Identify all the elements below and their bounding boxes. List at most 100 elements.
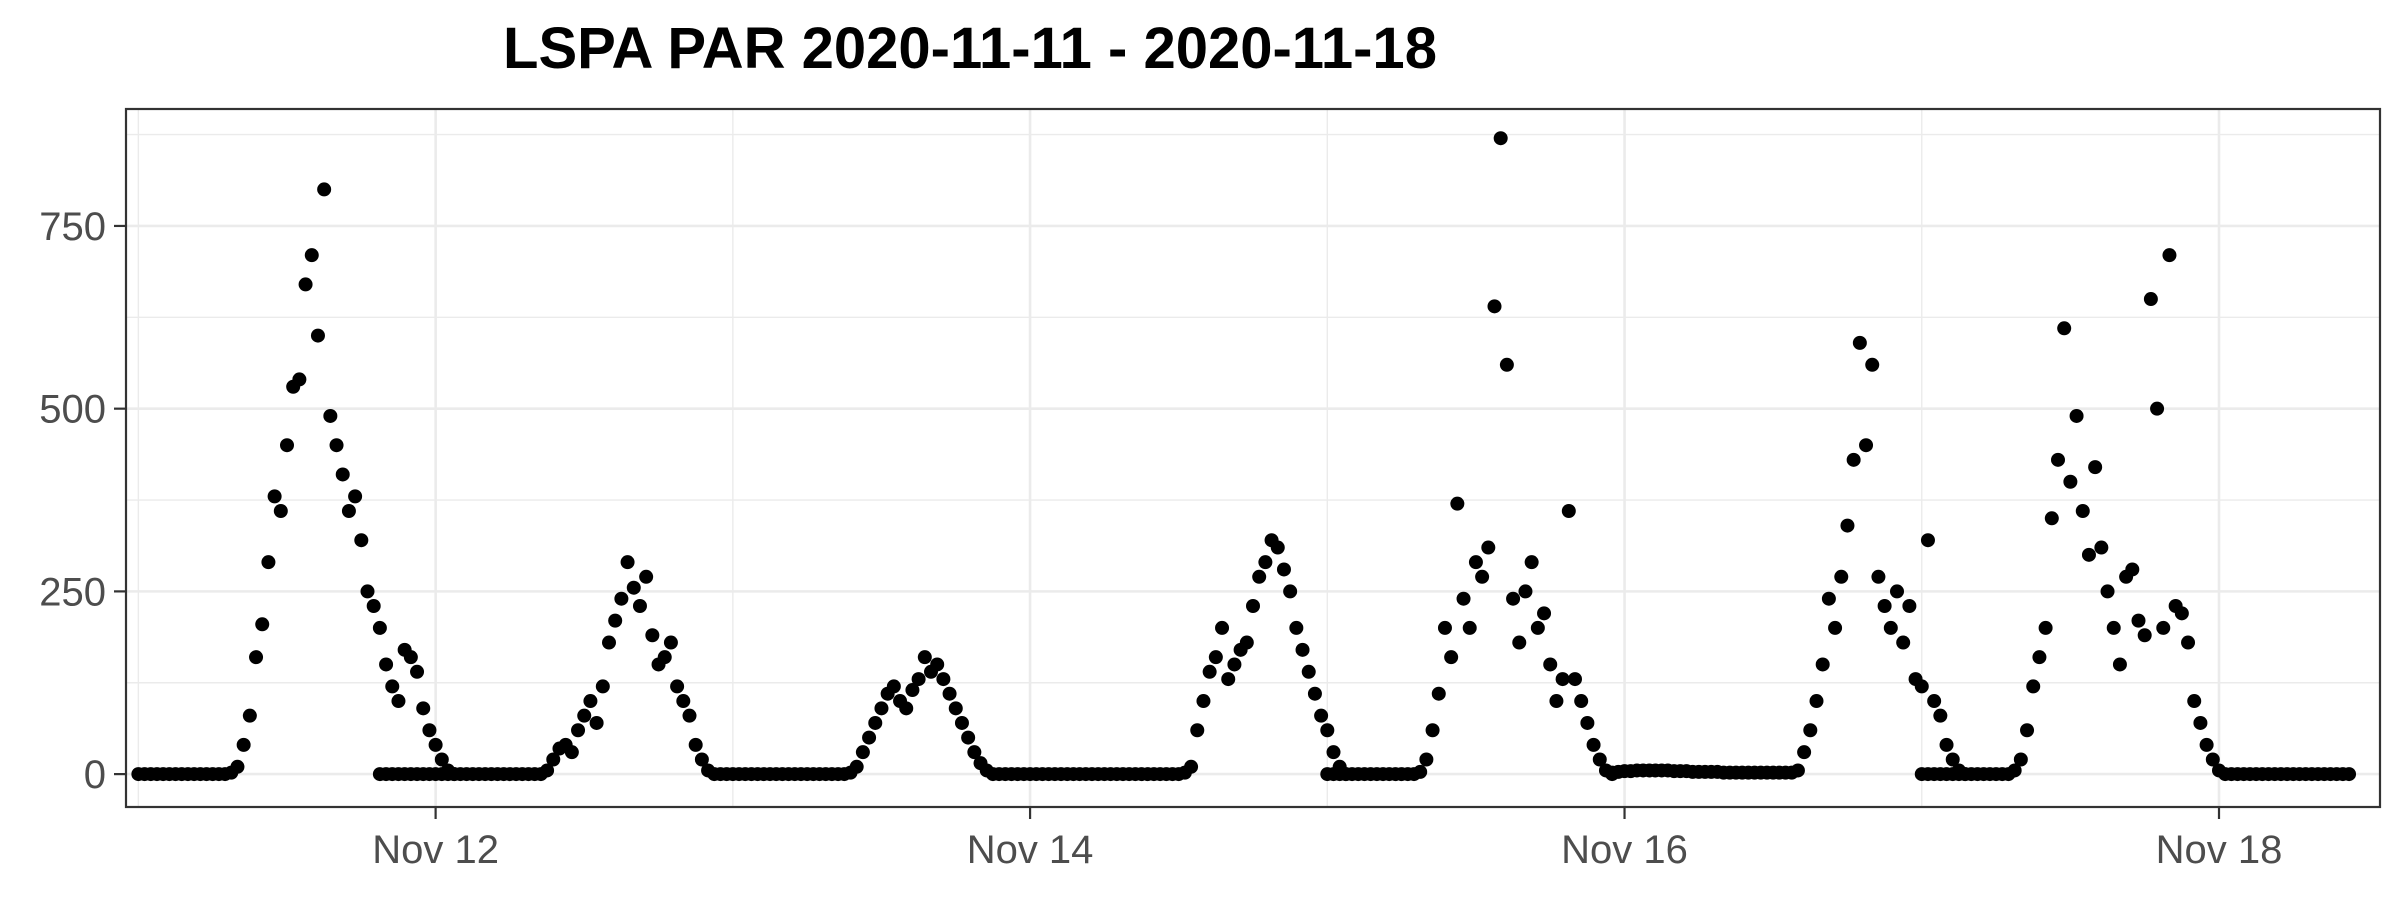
data-point — [1456, 591, 1471, 606]
data-point — [1320, 723, 1335, 738]
data-point — [1871, 569, 1886, 584]
data-point — [1574, 694, 1589, 709]
data-point — [1859, 438, 1874, 453]
data-point — [663, 635, 678, 650]
data-point — [1840, 518, 1855, 533]
data-point — [2075, 503, 2090, 518]
data-point — [1499, 357, 1514, 372]
data-point — [1462, 620, 1477, 635]
data-point — [1592, 752, 1607, 767]
data-point — [2026, 679, 2041, 694]
data-point — [317, 182, 332, 197]
data-point — [230, 759, 245, 774]
data-point — [267, 489, 282, 504]
data-point — [366, 599, 381, 614]
data-point — [614, 591, 629, 606]
data-point — [249, 650, 264, 665]
data-point — [1555, 672, 1570, 687]
data-point — [855, 745, 870, 760]
y-tick-label: 0 — [84, 753, 106, 797]
data-point — [874, 701, 889, 716]
data-point — [2174, 606, 2189, 621]
data-point — [1184, 759, 1199, 774]
data-point — [2007, 763, 2022, 778]
data-point — [2156, 620, 2171, 635]
data-point — [682, 708, 697, 723]
data-point — [329, 438, 344, 453]
data-point — [1797, 745, 1812, 760]
data-point — [905, 683, 920, 698]
data-point — [626, 580, 641, 595]
data-point — [1790, 763, 1805, 778]
x-tick-label: Nov 12 — [372, 828, 499, 872]
data-point — [410, 664, 425, 679]
data-point — [1326, 745, 1341, 760]
data-point — [416, 701, 431, 716]
data-point — [2013, 752, 2028, 767]
data-point — [2094, 540, 2109, 555]
data-point — [261, 555, 276, 570]
data-point — [310, 328, 325, 343]
data-point — [571, 723, 586, 738]
data-point — [1846, 452, 1861, 467]
data-point — [942, 686, 957, 701]
data-point — [1877, 599, 1892, 614]
data-points — [131, 131, 2357, 782]
data-point — [1828, 620, 1843, 635]
data-point — [1815, 657, 1830, 672]
data-point — [2143, 292, 2158, 307]
data-point — [1524, 555, 1539, 570]
data-point — [688, 737, 703, 752]
data-point — [1215, 620, 1230, 635]
data-point — [2187, 694, 2202, 709]
data-point — [917, 650, 932, 665]
panel-border — [124, 107, 2382, 809]
data-point — [280, 438, 294, 453]
data-point — [899, 701, 914, 716]
data-point — [1920, 533, 1935, 548]
data-point — [1475, 569, 1490, 584]
data-point — [348, 489, 363, 504]
data-point — [2131, 613, 2146, 628]
data-point — [1580, 715, 1595, 730]
data-point — [1258, 555, 1273, 570]
data-point — [862, 730, 877, 745]
data-point — [1561, 503, 1576, 518]
data-point — [1208, 650, 1223, 665]
data-point — [354, 533, 369, 548]
data-point — [1543, 657, 1558, 672]
data-point — [323, 408, 338, 423]
data-point — [1865, 357, 1880, 372]
data-point — [657, 650, 672, 665]
data-point — [911, 672, 926, 687]
data-point — [273, 503, 288, 518]
chart-title: LSPA PAR 2020-11-11 - 2020-11-18 — [503, 16, 1437, 81]
data-point — [1549, 694, 1564, 709]
data-point — [1202, 664, 1217, 679]
data-point — [583, 694, 598, 709]
data-point — [1437, 620, 1452, 635]
data-point — [304, 248, 319, 263]
data-point — [298, 277, 313, 292]
data-point — [670, 679, 685, 694]
data-point — [2162, 248, 2177, 263]
data-point — [961, 730, 976, 745]
data-point — [372, 620, 387, 635]
data-point — [236, 737, 251, 752]
data-point — [1246, 599, 1260, 614]
data-point — [1512, 635, 1527, 650]
data-point — [434, 752, 449, 767]
data-point — [1852, 335, 1867, 350]
data-point — [1425, 723, 1440, 738]
data-point — [1196, 694, 1211, 709]
data-point — [1450, 496, 1465, 511]
y-tick-label: 250 — [39, 570, 106, 614]
data-point — [1933, 708, 1948, 723]
data-point — [1270, 540, 1285, 555]
data-point — [2063, 474, 2078, 489]
data-point — [1289, 620, 1304, 635]
data-point — [2020, 723, 2035, 738]
data-point — [849, 759, 864, 774]
data-point — [1487, 299, 1502, 314]
data-point — [242, 708, 257, 723]
